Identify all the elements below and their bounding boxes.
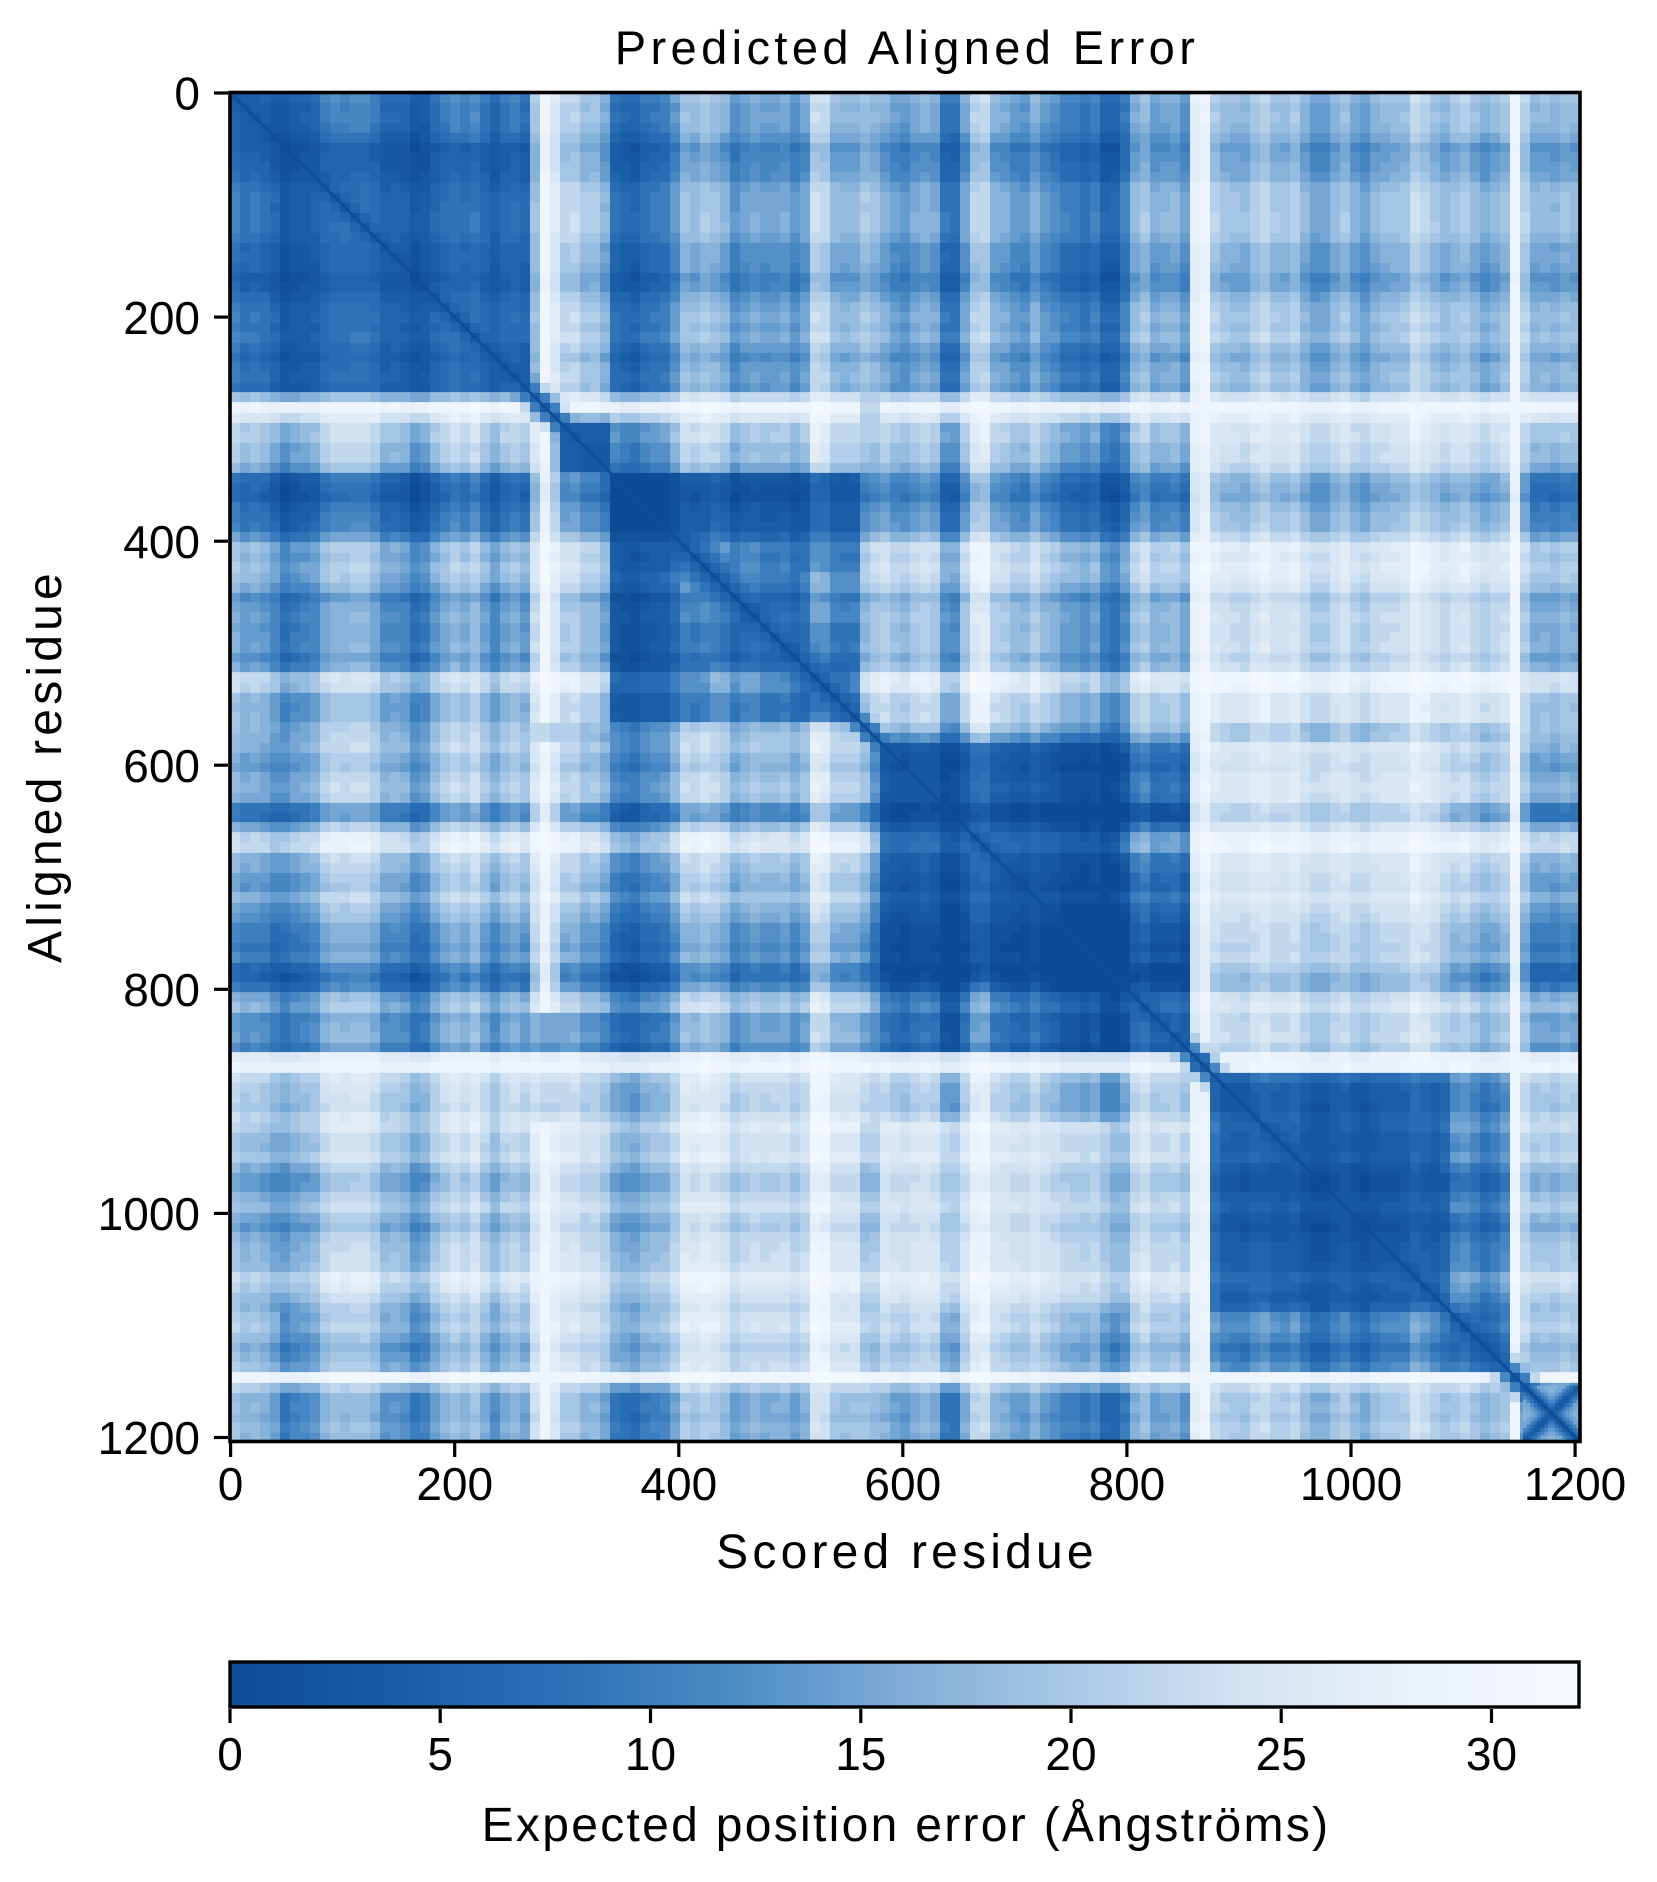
svg-text:25: 25 <box>1256 1728 1307 1780</box>
svg-text:Expected position error (Ångst: Expected position error (Ångströms) <box>482 1799 1331 1852</box>
svg-text:Scored residue: Scored residue <box>716 1526 1098 1579</box>
svg-text:0: 0 <box>217 1728 243 1780</box>
svg-text:1000: 1000 <box>98 1188 200 1240</box>
svg-text:200: 200 <box>123 292 200 344</box>
svg-text:600: 600 <box>864 1458 941 1510</box>
svg-text:200: 200 <box>416 1458 493 1510</box>
svg-text:400: 400 <box>640 1458 717 1510</box>
svg-text:800: 800 <box>1089 1458 1166 1510</box>
svg-text:Aligned residue: Aligned residue <box>19 569 72 963</box>
svg-text:Predicted Aligned Error: Predicted Aligned Error <box>615 21 1200 74</box>
svg-text:0: 0 <box>218 1458 244 1510</box>
svg-text:5: 5 <box>427 1728 453 1780</box>
svg-text:800: 800 <box>123 964 200 1016</box>
svg-text:0: 0 <box>174 68 200 120</box>
svg-text:1200: 1200 <box>1524 1458 1626 1510</box>
svg-text:30: 30 <box>1466 1728 1517 1780</box>
svg-text:600: 600 <box>123 740 200 792</box>
svg-text:15: 15 <box>835 1728 886 1780</box>
svg-text:400: 400 <box>123 516 200 568</box>
svg-text:1000: 1000 <box>1300 1458 1402 1510</box>
svg-text:10: 10 <box>625 1728 676 1780</box>
svg-text:20: 20 <box>1045 1728 1096 1780</box>
svg-text:1200: 1200 <box>98 1412 200 1464</box>
